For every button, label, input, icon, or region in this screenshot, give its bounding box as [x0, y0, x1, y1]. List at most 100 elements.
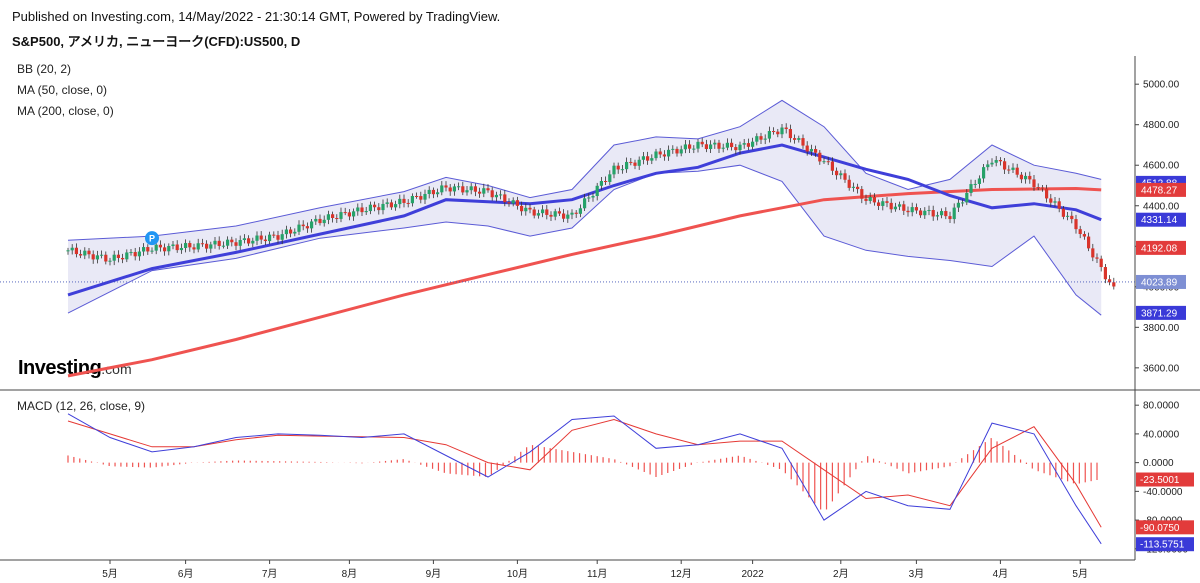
candle-body [444, 185, 448, 188]
candle-body [515, 200, 519, 206]
candle-body [179, 248, 183, 251]
candle-body [171, 244, 175, 247]
macd-legend: MACD (12, 26, close, 9) [17, 399, 146, 413]
price-tag-label: 4331.14 [1141, 215, 1178, 226]
candle-body [629, 161, 633, 163]
candle-body [595, 185, 599, 197]
candle-body [973, 183, 977, 185]
price-tick-label: 4400.00 [1143, 201, 1180, 212]
candle-body [226, 239, 230, 246]
price-tag-label: 4478.27 [1141, 185, 1178, 196]
candle-body [368, 204, 372, 212]
candle-body [914, 207, 918, 211]
candle-body [830, 161, 834, 171]
candle-body [1103, 267, 1107, 280]
candle-body [423, 193, 427, 200]
candle-body [482, 188, 486, 194]
macd-signal-line [67, 418, 1102, 528]
candle-body [881, 201, 885, 206]
candle-body [255, 235, 259, 241]
price-tag-label: 4023.89 [1141, 277, 1178, 288]
candle-body [650, 158, 654, 161]
candle-body [263, 239, 267, 242]
date-tick-label: 7月 [262, 568, 278, 580]
candle-body [1099, 258, 1103, 268]
candle-body [906, 210, 910, 213]
price-tag [1136, 240, 1186, 255]
candle-body [381, 203, 385, 211]
candle-body [637, 159, 641, 166]
candle-body [851, 186, 855, 188]
candle-body [872, 197, 876, 203]
candle-body [654, 151, 658, 159]
candle-body [247, 238, 251, 244]
candle-body [494, 194, 498, 198]
price-tag [1136, 274, 1186, 289]
date-tick-label: 10月 [507, 568, 528, 580]
date-tick-label: 4月 [993, 568, 1009, 580]
candle-body [339, 212, 343, 219]
candle-body [70, 247, 74, 251]
candle-body [410, 195, 414, 204]
candle-body [700, 141, 704, 145]
candle-body [763, 138, 767, 140]
date-tick-label: 9月 [426, 568, 442, 580]
candle-body [948, 216, 952, 220]
candle-body [158, 244, 162, 248]
candle-body [759, 136, 763, 140]
candle-body [221, 245, 225, 247]
candle-body [217, 240, 221, 246]
candle-body [452, 186, 456, 192]
candle-body [301, 224, 305, 227]
candle-body [95, 255, 99, 260]
candle-body [641, 156, 645, 160]
price-tag [1136, 182, 1186, 197]
candle-body [1024, 175, 1028, 180]
marker-label: P [149, 234, 155, 244]
candle-body [1078, 229, 1082, 235]
candle-body [503, 194, 507, 203]
candle-body [944, 211, 948, 217]
candle-body [604, 180, 608, 182]
candle-body [767, 131, 771, 139]
candle-body [230, 239, 234, 243]
date-tick-label: 2月 [833, 568, 849, 580]
candle-body [272, 234, 276, 236]
macd-tick-label: -40.0000 [1143, 487, 1183, 498]
candle-body [1028, 175, 1032, 180]
candle-body [343, 212, 347, 214]
candle-body [310, 221, 314, 229]
candle-body [616, 165, 620, 170]
candle-body [940, 211, 944, 216]
date-tick-label: 6月 [178, 568, 194, 580]
price-tick-label: 3800.00 [1143, 323, 1180, 334]
candle-body [822, 161, 826, 163]
candle-body [910, 207, 914, 213]
candle-body [356, 207, 360, 212]
candle-body [205, 243, 209, 249]
candle-body [259, 235, 263, 240]
candle-body [373, 204, 377, 208]
candle-body [1095, 257, 1099, 259]
candle-body [578, 208, 582, 214]
macd-value-tag [1136, 472, 1194, 487]
candle-body [919, 210, 923, 216]
candle-body [746, 143, 750, 147]
candle-body [196, 243, 200, 250]
candle-body [956, 202, 960, 208]
candle-body [935, 215, 939, 217]
candle-body [175, 244, 179, 251]
price-tick-label: 3600.00 [1143, 363, 1180, 374]
candle-body [952, 207, 956, 220]
candle-body [209, 244, 213, 249]
candle-body [318, 218, 322, 224]
candle-body [986, 164, 990, 168]
candle-body [461, 186, 465, 193]
candle-body [877, 202, 881, 206]
candle-body [780, 127, 784, 135]
date-tick-label: 5月 [1072, 568, 1088, 580]
candle-body [389, 202, 393, 208]
candle-body [528, 207, 532, 210]
candle-body [167, 246, 171, 252]
macd-tick-label: 40.0000 [1143, 429, 1180, 440]
